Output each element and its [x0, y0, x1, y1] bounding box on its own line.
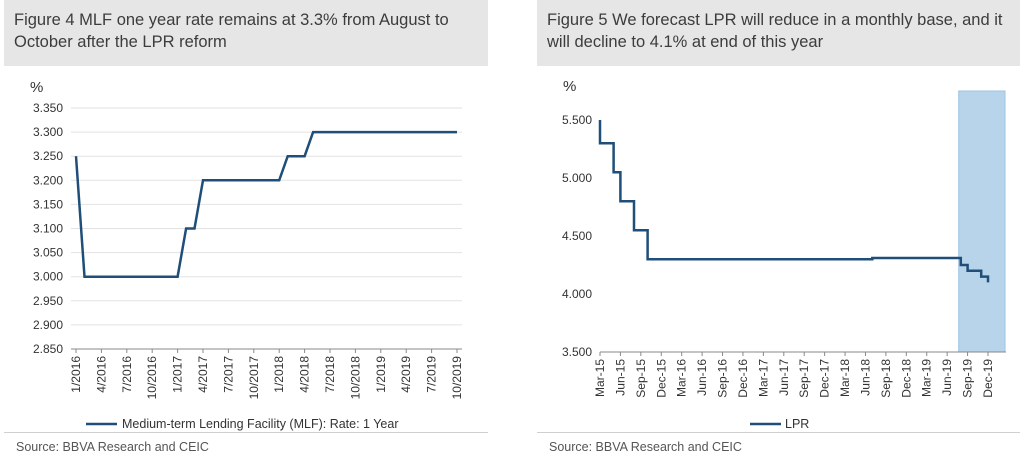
y-tick-label: 3.250	[33, 149, 63, 163]
legend-label: LPR	[785, 417, 809, 431]
mlf-rate-line	[74, 130, 457, 278]
x-tick-label: 10/2017	[247, 356, 261, 400]
y-tick-label: 3.350	[33, 101, 63, 115]
y-tick-label: 3.100	[33, 222, 63, 236]
y-tick-label: 3.050	[33, 246, 63, 260]
x-tick-label: 10/2019	[450, 356, 464, 400]
lpr-line	[598, 120, 990, 283]
x-tick-label: 10/2018	[348, 356, 362, 400]
figure-4-panel: Figure 4 MLF one year rate remains at 3.…	[4, 0, 488, 463]
x-tick-label: 7/2019	[425, 356, 439, 393]
x-tick-label: Mar-18	[838, 359, 852, 397]
x-tick-label: 1/2019	[374, 356, 388, 393]
figure-5-panel: Figure 5 We forecast LPR will reduce in …	[537, 0, 1020, 463]
legend-label: Medium-term Lending Facility (MLF): Rate…	[122, 417, 399, 431]
x-tick-label: Dec-18	[899, 359, 913, 398]
x-tick-label: 10/2016	[145, 356, 159, 400]
x-tick-label: Jun-18	[858, 359, 872, 396]
x-tick-label: Mar-19	[920, 359, 934, 397]
x-tick-label: Dec-15	[654, 359, 668, 398]
y-tick-label: 2.850	[33, 342, 63, 356]
x-tick-label: Sep-15	[634, 359, 648, 398]
x-tick-label: 7/2016	[120, 356, 134, 393]
x-tick-label: Jun-17	[777, 359, 791, 396]
x-tick-label: Jun-19	[940, 359, 954, 396]
figure-4-title: Figure 4 MLF one year rate remains at 3.…	[4, 0, 488, 66]
x-tick-label: Jun-16	[695, 359, 709, 396]
x-tick-label: Mar-15	[593, 359, 607, 397]
y-tick-label: 3.300	[33, 125, 63, 139]
y-tick-label: 2.900	[33, 318, 63, 332]
y-tick-label: 4.500	[562, 229, 592, 243]
x-tick-label: 1/2017	[171, 356, 185, 393]
y-tick-label: 3.200	[33, 173, 63, 187]
x-tick-label: Mar-16	[675, 359, 689, 397]
x-tick-label: Dec-19	[981, 359, 995, 398]
y-unit-label: %	[30, 79, 43, 96]
x-tick-label: 1/2016	[69, 356, 83, 393]
x-tick-label: 4/2019	[399, 356, 413, 393]
x-tick-label: 4/2017	[196, 356, 210, 393]
x-tick-label: Jun-15	[613, 359, 627, 396]
x-tick-label: Dec-16	[736, 359, 750, 398]
y-tick-label: 3.500	[562, 345, 592, 359]
x-tick-label: Sep-18	[879, 359, 893, 398]
y-unit-label: %	[563, 78, 576, 95]
x-tick-label: Sep-17	[797, 359, 811, 398]
y-tick-label: 5.000	[562, 171, 592, 185]
y-tick-label: 3.150	[33, 197, 63, 211]
figure-4-source: Source: BBVA Research and CEIC	[16, 440, 209, 454]
x-tick-label: 7/2017	[221, 356, 235, 393]
x-tick-label: 4/2018	[298, 356, 312, 393]
x-tick-label: Dec-17	[818, 359, 832, 398]
source-divider	[4, 432, 488, 433]
y-tick-label: 4.000	[562, 287, 592, 301]
x-tick-label: 7/2018	[323, 356, 337, 393]
figure-5-title: Figure 5 We forecast LPR will reduce in …	[537, 0, 1020, 66]
x-tick-label: Mar-17	[756, 359, 770, 397]
y-tick-label: 3.000	[33, 270, 63, 284]
source-divider	[537, 432, 1020, 433]
lpr-forecast-chart: % 3.500 4.000 4.500 5.000 5.500 Mar-15 Jun-15 Se…	[562, 78, 1006, 431]
mlf-rate-chart: % 2.850 2.900 2.950 3.000 3.050 3.100 3.150 3.20…	[30, 79, 464, 431]
forecast-shaded-region	[958, 90, 1006, 353]
x-tick-label: Sep-19	[961, 359, 975, 398]
x-tick-label: 4/2016	[94, 356, 108, 393]
y-tick-label: 2.950	[33, 294, 63, 308]
y-tick-label: 5.500	[562, 113, 592, 127]
x-tick-label: Sep-16	[716, 359, 730, 398]
figure-5-source: Source: BBVA Research and CEIC	[549, 440, 742, 454]
x-tick-label: 1/2018	[272, 356, 286, 393]
